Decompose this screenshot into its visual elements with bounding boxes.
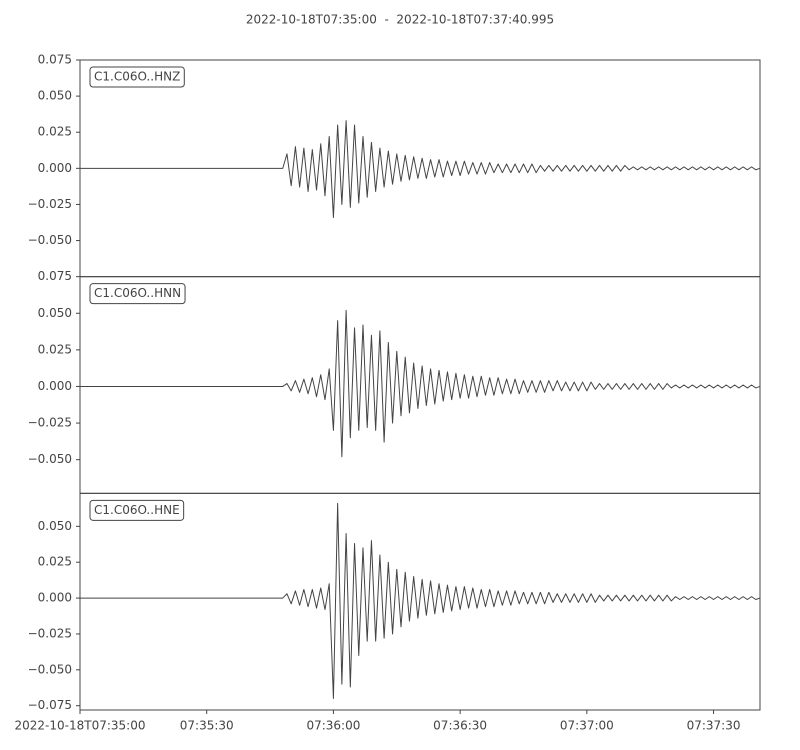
chart-title: 2022-10-18T07:35:00 - 2022-10-18T07:37:4… [246, 13, 554, 27]
y-tick-label: 0.000 [38, 379, 72, 393]
y-tick-label: 0.025 [38, 125, 72, 139]
waveform [80, 502, 761, 700]
y-tick-label: −0.025 [28, 416, 72, 430]
y-tick-label: −0.050 [28, 662, 72, 676]
legend-box [89, 283, 186, 305]
legend-label: C1.C06O..HNZ [94, 70, 180, 84]
y-tick-label: 0.050 [38, 306, 72, 320]
y-tick-label: 0.000 [38, 591, 72, 605]
y-tick-label: 0.075 [38, 53, 72, 67]
y-tick-label: −0.050 [28, 452, 72, 466]
y-tick-label: 0.025 [38, 342, 72, 356]
x-tick-label: 07:36:00 [306, 719, 360, 733]
x-tick-label: 07:37:00 [560, 719, 614, 733]
y-tick-label: −0.025 [28, 626, 72, 640]
legend-label: C1.C06O..HNE [94, 503, 180, 517]
x-tick-label: 07:37:30 [687, 719, 741, 733]
panel-frame [79, 492, 761, 711]
y-tick-label: 0.050 [38, 89, 72, 103]
y-tick-label: 0.050 [38, 519, 72, 533]
y-tick-label: −0.075 [28, 698, 72, 712]
x-tick-label: 07:35:30 [180, 719, 234, 733]
y-tick-label: 0.000 [38, 161, 72, 175]
legend-box [89, 66, 185, 88]
legend-label: C1.C06O..HNN [94, 286, 181, 300]
y-tick-label: 0.025 [38, 555, 72, 569]
y-tick-label: 0.075 [38, 269, 72, 283]
waveform [80, 309, 761, 458]
y-tick-label: −0.025 [28, 197, 72, 211]
x-tick-label: 07:36:30 [433, 719, 487, 733]
waveform [80, 120, 761, 218]
legend-box [89, 499, 185, 521]
x-tick-label: 2022-10-18T07:35:00 [15, 719, 146, 733]
y-tick-label: −0.050 [28, 233, 72, 247]
